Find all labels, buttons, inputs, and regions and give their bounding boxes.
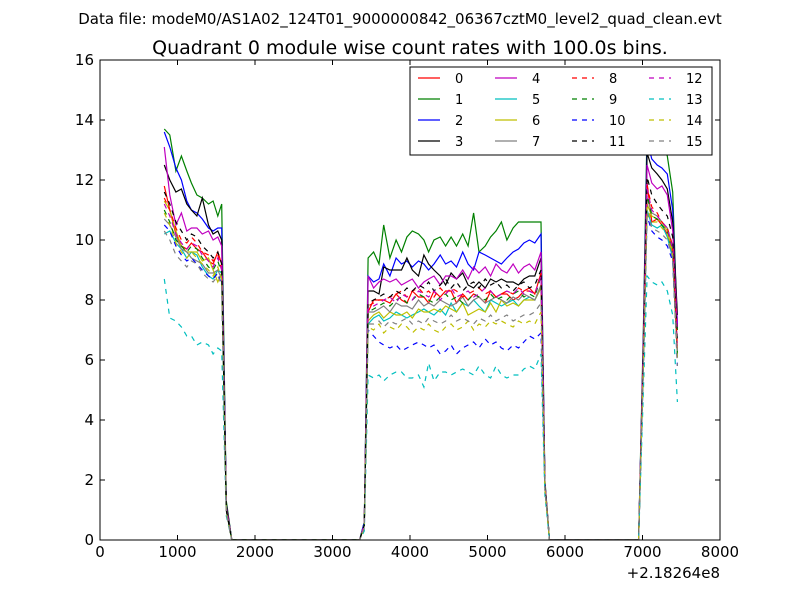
series-line-14 bbox=[163, 206, 678, 540]
series-line-12 bbox=[163, 188, 678, 540]
series-line-6 bbox=[163, 200, 678, 540]
y-tick-label: 16 bbox=[75, 51, 94, 69]
legend-label-4: 4 bbox=[532, 72, 540, 87]
series-line-3 bbox=[163, 152, 678, 540]
y-tick-label: 0 bbox=[84, 531, 94, 549]
series-line-8 bbox=[163, 185, 678, 540]
series-line-11 bbox=[163, 176, 678, 540]
legend-label-2: 2 bbox=[455, 114, 463, 129]
x-tick-label: 4000 bbox=[391, 543, 429, 561]
x-tick-label: 3000 bbox=[313, 543, 351, 561]
y-tick-label: 4 bbox=[84, 411, 94, 429]
y-tick-label: 2 bbox=[84, 471, 94, 489]
legend-label-9: 9 bbox=[609, 93, 617, 108]
x-tick-label: 8000 bbox=[701, 543, 739, 561]
legend-label-7: 7 bbox=[532, 135, 540, 150]
legend-label-0: 0 bbox=[455, 72, 463, 87]
series-line-2 bbox=[163, 131, 678, 540]
legend-frame bbox=[409, 66, 713, 156]
legend-label-15: 15 bbox=[686, 135, 703, 150]
legend-label-8: 8 bbox=[609, 72, 617, 87]
x-tick-label: 2000 bbox=[236, 543, 274, 561]
legend-label-13: 13 bbox=[686, 93, 703, 108]
x-tick-label: 1000 bbox=[158, 543, 196, 561]
x-tick-label: 6000 bbox=[546, 543, 584, 561]
legend-label-11: 11 bbox=[609, 135, 626, 150]
x-offset-label: +2.18264e8 bbox=[627, 564, 720, 582]
legend-label-3: 3 bbox=[455, 135, 463, 150]
y-tick-label: 12 bbox=[75, 171, 94, 189]
chart-title: Quadrant 0 module wise count rates with … bbox=[152, 37, 668, 59]
x-tick-label: 0 bbox=[95, 543, 105, 561]
y-tick-label: 10 bbox=[75, 231, 94, 249]
y-tick-label: 8 bbox=[84, 291, 94, 309]
x-tick-label: 7000 bbox=[623, 543, 661, 561]
x-tick-label: 5000 bbox=[468, 543, 506, 561]
legend-label-12: 12 bbox=[686, 72, 703, 87]
legend-label-14: 14 bbox=[686, 114, 703, 129]
legend-label-10: 10 bbox=[609, 114, 626, 129]
legend-label-5: 5 bbox=[532, 93, 540, 108]
y-tick-label: 14 bbox=[75, 111, 94, 129]
series-line-1 bbox=[163, 118, 678, 540]
series-group bbox=[163, 118, 678, 540]
axis-ticks: 0 1000 2000 3000 4000 5000 6000 7000 80000246810… bbox=[75, 51, 739, 561]
legend-label-1: 1 bbox=[455, 93, 463, 108]
series-line-13 bbox=[163, 274, 678, 540]
legend-label-6: 6 bbox=[532, 114, 540, 129]
data-file-label: Data file: modeM0/AS1A02_124T01_90000008… bbox=[78, 10, 722, 29]
y-tick-label: 6 bbox=[84, 351, 94, 369]
